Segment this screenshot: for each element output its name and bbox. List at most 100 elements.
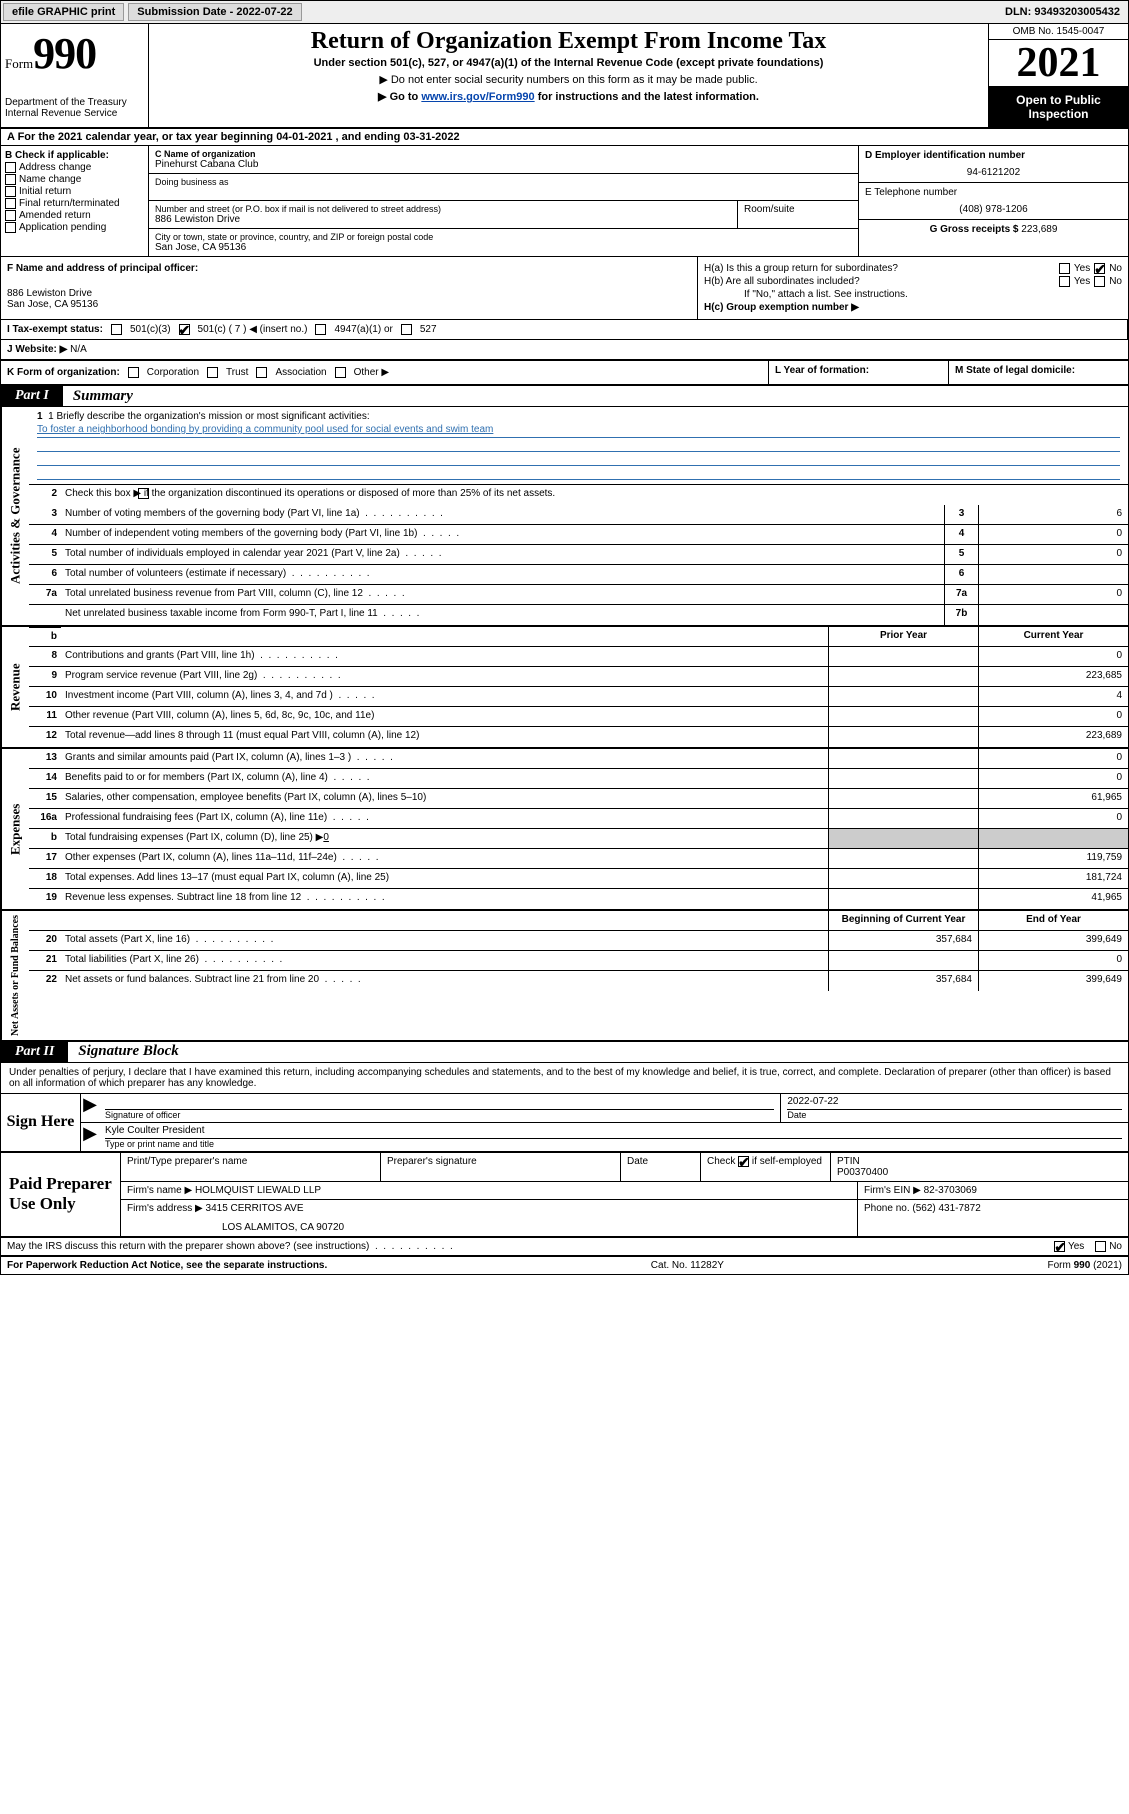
line-15-text: Salaries, other compensation, employee b… [61,789,828,808]
mission-line-3 [37,452,1120,466]
discuss-text: May the IRS discuss this return with the… [7,1241,453,1252]
lbl-tax-exempt: I Tax-exempt status: [7,324,103,335]
curr-19: 41,965 [978,889,1128,909]
prior-18 [828,869,978,888]
check-initial-return[interactable] [5,186,16,197]
officer-addr2: San Jose, CA 95136 [7,299,691,310]
check-app-pending[interactable] [5,222,16,233]
row-a-text: A For the 2021 calendar year, or tax yea… [7,131,460,143]
lbl-phone: E Telephone number [865,187,1122,198]
lbl-name-change: Name change [19,174,81,185]
paperwork-notice: For Paperwork Reduction Act Notice, see … [7,1260,327,1271]
side-label-net-assets: Net Assets or Fund Balances [1,911,29,1040]
line-4-text: Number of independent voting members of … [61,525,944,544]
line-7b-text: Net unrelated business taxable income fr… [61,605,944,625]
row-l: L Year of formation: [768,361,948,384]
paid-preparer-label: Paid Preparer Use Only [1,1153,121,1236]
prior-8 [828,647,978,666]
arrow-icon: ▶ [81,1094,99,1122]
prior-9 [828,667,978,686]
line-18-text: Total expenses. Add lines 13–17 (must eq… [61,869,828,888]
lbl-firm-name: Firm's name ▶ [127,1185,195,1196]
line-14-text: Benefits paid to or for members (Part IX… [61,769,828,788]
box-f: F Name and address of principal officer:… [1,257,698,319]
form-subtitle-1: Under section 501(c), 527, or 4947(a)(1)… [157,57,980,69]
ha-yes[interactable] [1059,263,1070,274]
arrow-icon-2: ▶ [81,1123,99,1151]
check-4947[interactable] [315,324,326,335]
part-1-header: Part I Summary [1,386,1128,407]
part-2-title: Signature Block [68,1043,178,1060]
prior-19 [828,889,978,909]
lbl-amended: Amended return [19,210,91,221]
curr-16b [978,829,1128,848]
hb-yes-lbl: Yes [1074,276,1090,287]
firm-name: HOLMQUIST LIEWALD LLP [195,1185,321,1196]
check-501c3[interactable] [111,324,122,335]
check-527[interactable] [401,324,412,335]
discuss-yes[interactable] [1054,1241,1065,1252]
line-6-text: Total number of volunteers (estimate if … [61,565,944,584]
lbl-ein: D Employer identification number [865,150,1025,161]
h-b-label: H(b) Are all subordinates included? [704,276,1055,287]
lbl-self-employed: if self-employed [752,1156,822,1167]
check-address-change[interactable] [5,162,16,173]
line-3-text: Number of voting members of the governin… [61,505,944,524]
mission-label: 1 Briefly describe the organization's mi… [48,411,370,422]
val-3: 6 [978,505,1128,524]
lbl-4947: 4947(a)(1) or [334,324,392,335]
line-22-text: Net assets or fund balances. Subtract li… [61,971,828,991]
curr-14: 0 [978,769,1128,788]
lbl-state-domicile: M State of legal domicile: [955,365,1075,376]
check-501c[interactable] [179,324,190,335]
row-klm: K Form of organization: Corporation Trus… [1,361,1128,386]
box-c: C Name of organization Pinehurst Cabana … [149,146,858,256]
lbl-corp: Corporation [147,367,199,378]
submission-date-label: Submission Date - [137,6,236,18]
lbl-preparer-name: Print/Type preparer's name [121,1153,381,1181]
irs-link[interactable]: www.irs.gov/Form990 [421,91,534,103]
ha-yes-lbl: Yes [1074,263,1090,274]
row-j: J Website: ▶ N/A [1,340,1128,361]
goto-prefix: ▶ Go to [378,91,421,103]
line-12-text: Total revenue—add lines 8 through 11 (mu… [61,727,828,747]
discuss-no[interactable] [1095,1241,1106,1252]
line-20-text: Total assets (Part X, line 16) [61,931,828,950]
check-other[interactable] [335,367,346,378]
form-subtitle-2: ▶ Do not enter social security numbers o… [157,73,980,86]
efile-top-bar: efile GRAPHIC print Submission Date - 20… [1,1,1128,24]
prior-13 [828,749,978,768]
check-self-employed[interactable] [738,1156,749,1167]
ha-no[interactable] [1094,263,1105,274]
check-trust[interactable] [207,367,218,378]
check-corp[interactable] [128,367,139,378]
efile-print-button[interactable]: efile GRAPHIC print [3,3,124,21]
signature-intro: Under penalties of perjury, I declare th… [1,1063,1128,1094]
lbl-org-name: C Name of organization [155,149,852,159]
lbl-form-org: K Form of organization: [7,367,120,378]
check-discontinued[interactable] [138,488,149,499]
revenue-section: Revenue bPrior YearCurrent Year 8Contrib… [1,627,1128,749]
col-current-year: Current Year [978,627,1128,646]
row-m: M State of legal domicile: [948,361,1128,384]
part-2-header: Part II Signature Block [1,1042,1128,1063]
lbl-sig-date: Date [787,1110,1122,1120]
check-amended[interactable] [5,210,16,221]
hb-yes[interactable] [1059,276,1070,287]
box-h: H(a) Is this a group return for subordin… [698,257,1128,319]
gross-receipts-value: 223,689 [1021,224,1057,235]
lbl-firm-phone: Phone no. [864,1203,912,1214]
hb-no[interactable] [1094,276,1105,287]
check-assoc[interactable] [256,367,267,378]
lbl-ptin: PTIN [837,1156,860,1167]
block-fh: F Name and address of principal officer:… [1,257,1128,320]
check-name-change[interactable] [5,174,16,185]
prior-16a [828,809,978,828]
cat-no: Cat. No. 11282Y [651,1260,724,1271]
val-4: 0 [978,525,1128,544]
line-21-text: Total liabilities (Part X, line 26) [61,951,828,970]
officer-signature-line [105,1096,774,1110]
mission-line-4 [37,466,1120,480]
goto-suffix: for instructions and the latest informat… [535,91,759,103]
check-final-return[interactable] [5,198,16,209]
